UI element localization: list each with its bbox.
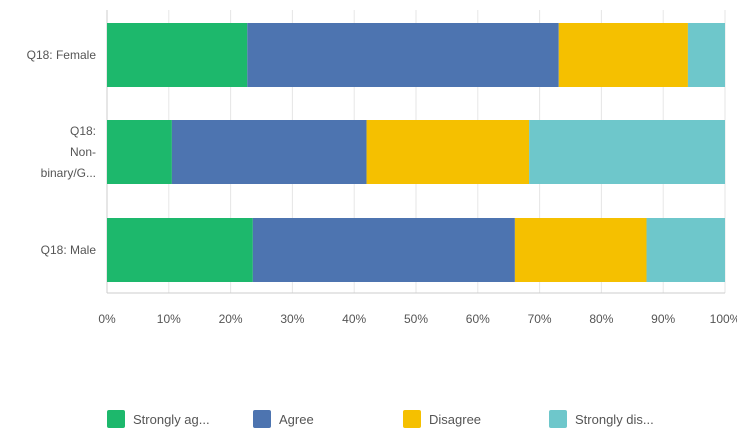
category-label: Q18: Female bbox=[0, 48, 96, 63]
bar-segment bbox=[107, 218, 253, 282]
bar-segment bbox=[252, 218, 515, 282]
category-label: Q18: Male bbox=[0, 243, 96, 258]
bar-segment bbox=[514, 218, 647, 282]
legend-item: Strongly dis... bbox=[549, 410, 654, 428]
bar-segment bbox=[366, 120, 530, 184]
x-tick-label: 100% bbox=[710, 312, 737, 326]
bar-segment bbox=[529, 120, 725, 184]
x-tick-label: 90% bbox=[651, 312, 675, 326]
legend-swatch bbox=[107, 410, 125, 428]
legend-item: Disagree bbox=[403, 410, 481, 428]
x-tick-label: 60% bbox=[466, 312, 490, 326]
x-tick-label: 80% bbox=[589, 312, 613, 326]
category-label-line: Q18: bbox=[69, 123, 96, 138]
category-label-line: binary/G... bbox=[40, 165, 96, 180]
legend-swatch bbox=[549, 410, 567, 428]
legend-swatch bbox=[253, 410, 271, 428]
x-tick-label: 70% bbox=[528, 312, 552, 326]
bar-segment bbox=[171, 120, 367, 184]
legend-label: Strongly dis... bbox=[575, 411, 654, 427]
category-label-line: Q18: Male bbox=[40, 242, 96, 257]
x-tick-label: 40% bbox=[342, 312, 366, 326]
bar-segment bbox=[646, 218, 725, 282]
category-label: Q18: Non-binary/G... bbox=[0, 121, 96, 184]
x-tick-label: 0% bbox=[98, 312, 116, 326]
legend-item: Agree bbox=[253, 410, 314, 428]
bar-segment bbox=[687, 23, 725, 87]
x-tick-label: 10% bbox=[157, 312, 181, 326]
legend-swatch bbox=[403, 410, 421, 428]
legend-label: Disagree bbox=[429, 411, 482, 427]
bar-segment bbox=[247, 23, 559, 87]
bar-segment bbox=[107, 120, 172, 184]
category-label-line: Q18: Female bbox=[26, 47, 96, 62]
legend-item: Strongly ag... bbox=[107, 410, 210, 428]
category-label-line: Non- bbox=[69, 144, 96, 159]
bar-segment bbox=[558, 23, 688, 87]
x-tick-label: 50% bbox=[404, 312, 428, 326]
bar-segment bbox=[107, 23, 248, 87]
chart-legend: Strongly ag... Agree Disagree Strongly dis.… bbox=[0, 410, 737, 436]
x-tick-label: 20% bbox=[219, 312, 243, 326]
legend-label: Agree bbox=[279, 411, 314, 427]
x-tick-label: 30% bbox=[280, 312, 304, 326]
legend-label: Strongly ag... bbox=[133, 411, 210, 427]
